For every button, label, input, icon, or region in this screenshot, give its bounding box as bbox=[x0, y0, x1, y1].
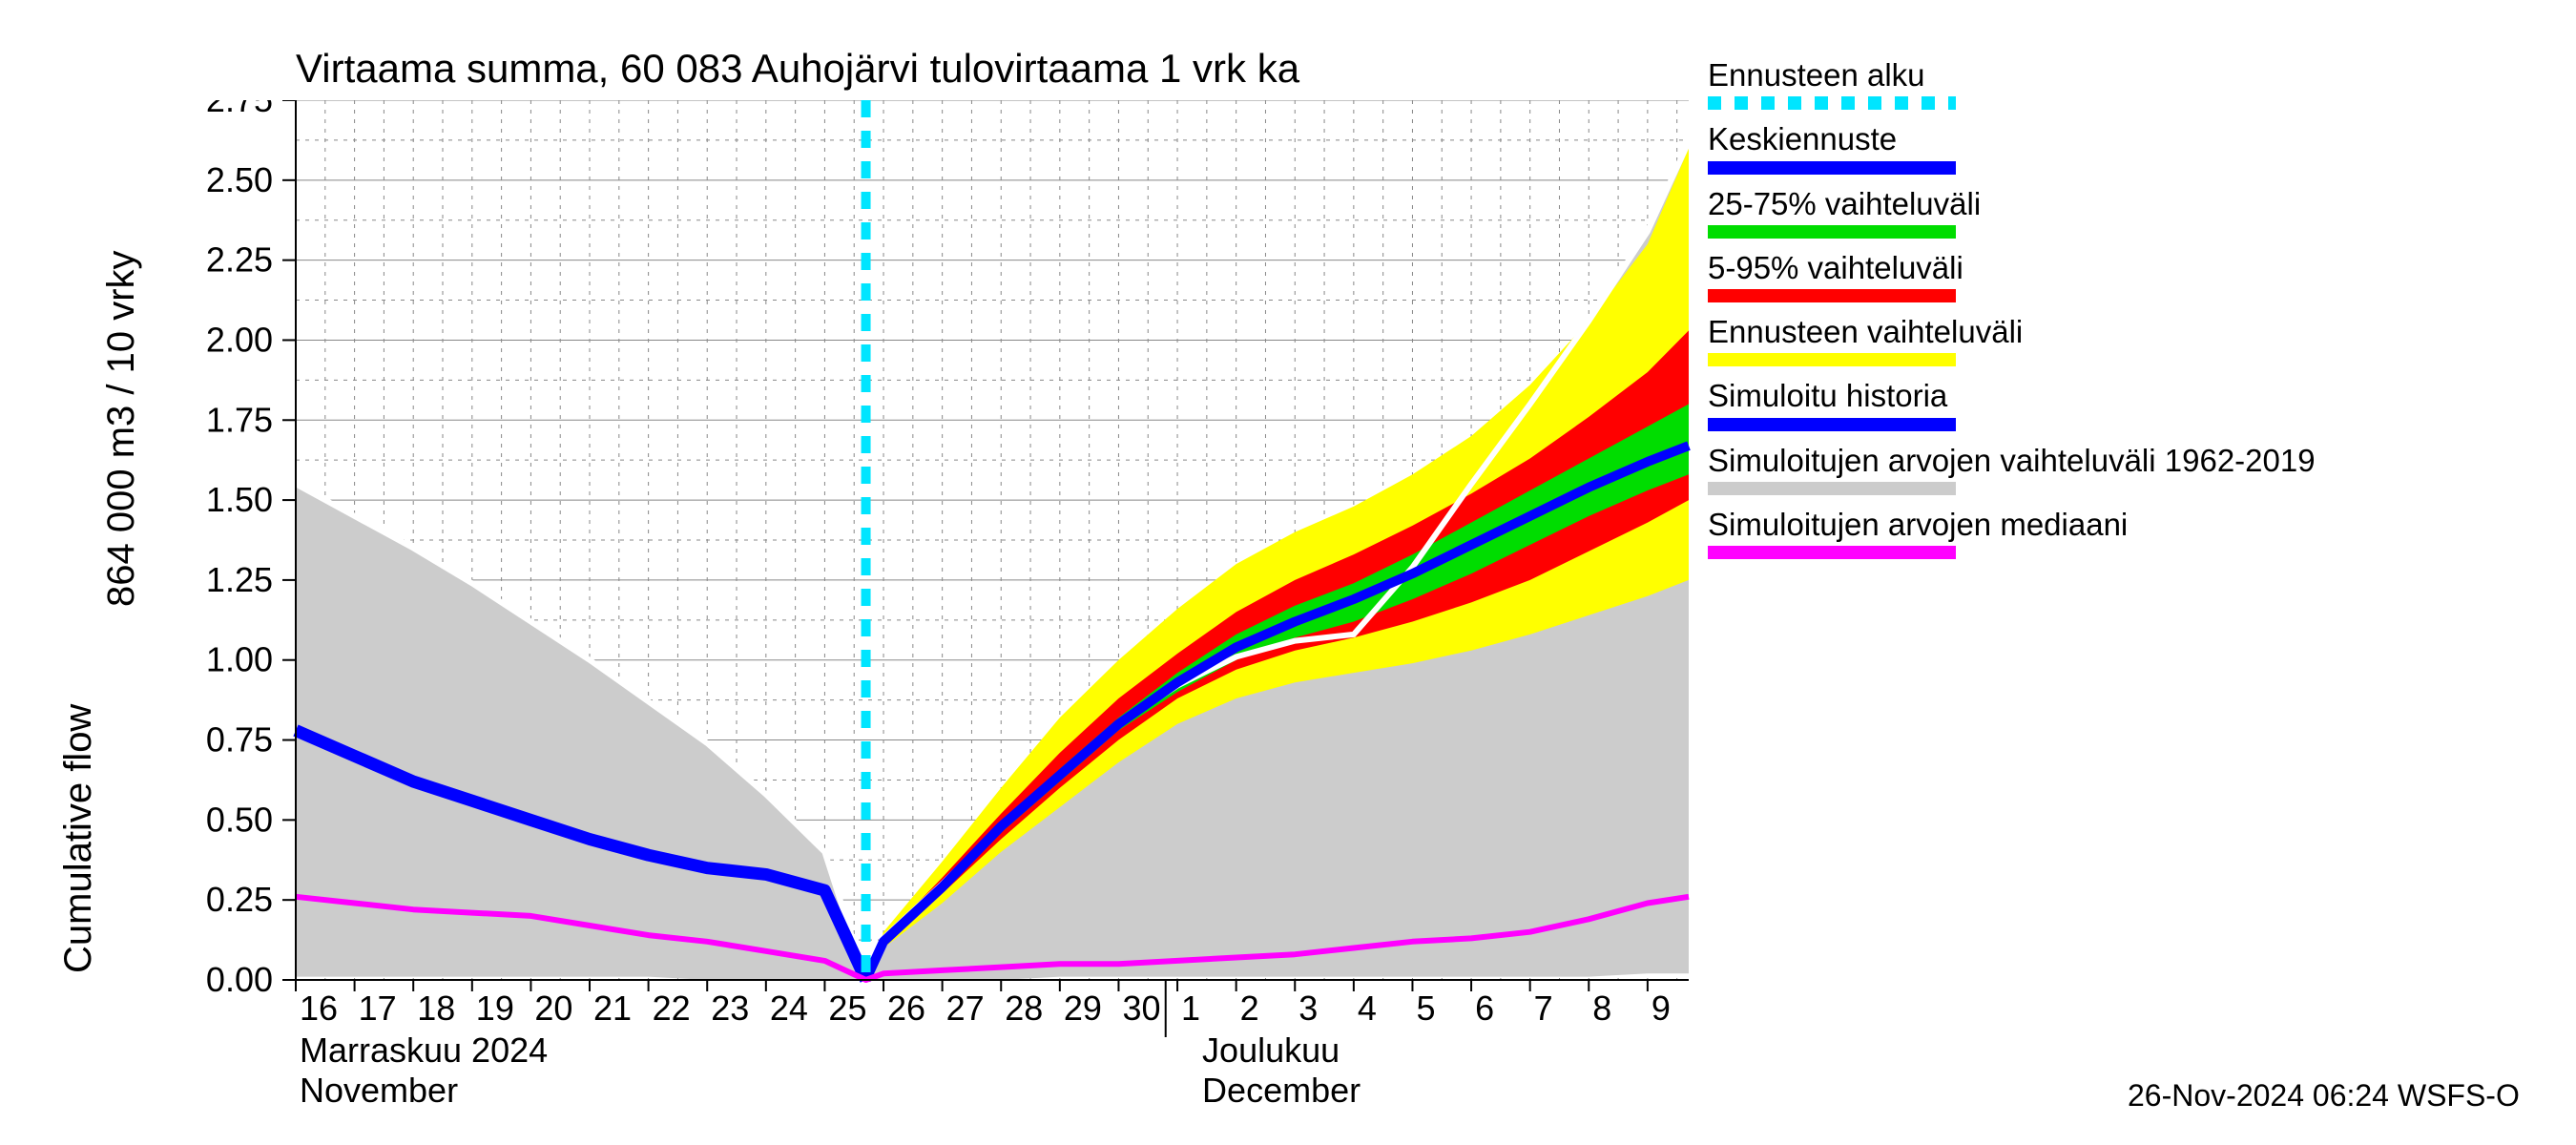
legend-item: Ennusteen alku bbox=[1708, 55, 2566, 110]
legend-label: Simuloitujen arvojen vaihteluväli 1962-2… bbox=[1708, 441, 2566, 480]
legend-swatch bbox=[1708, 546, 1956, 559]
x-tick-label: 20 bbox=[534, 989, 572, 1028]
x-tick-label: 24 bbox=[770, 989, 808, 1028]
y-tick-label: 2.25 bbox=[206, 240, 273, 280]
x-tick-label: 2 bbox=[1240, 989, 1259, 1028]
y-tick-label: 2.75 bbox=[206, 100, 273, 119]
month-label-fi-2: Joulukuu bbox=[1202, 1030, 1340, 1070]
y-tick-label: 2.00 bbox=[206, 320, 273, 359]
x-tick-label: 16 bbox=[300, 989, 338, 1028]
legend-label: Simuloitu historia bbox=[1708, 376, 2566, 415]
month-label-en-1: November bbox=[300, 1071, 458, 1110]
x-tick-label: 23 bbox=[711, 989, 749, 1028]
legend-item: Ennusteen vaihteluväli bbox=[1708, 312, 2566, 366]
legend-swatch bbox=[1708, 418, 1956, 431]
legend-swatch bbox=[1708, 289, 1956, 302]
x-tick-label: 26 bbox=[887, 989, 925, 1028]
legend-swatch bbox=[1708, 225, 1956, 239]
page-root: Virtaama summa, 60 083 Auhojärvi tulovir… bbox=[0, 0, 2576, 1145]
legend-item: Simuloitujen arvojen mediaani bbox=[1708, 505, 2566, 559]
legend-swatch bbox=[1708, 96, 1956, 110]
legend-label: Ennusteen alku bbox=[1708, 55, 2566, 94]
y-tick-label: 0.00 bbox=[206, 960, 273, 999]
y-tick-label: 2.50 bbox=[206, 160, 273, 199]
x-tick-label: 1 bbox=[1181, 989, 1200, 1028]
chart-title: Virtaama summa, 60 083 Auhojärvi tulovir… bbox=[296, 46, 1299, 92]
y-tick-label: 0.75 bbox=[206, 720, 273, 760]
legend-item: 5-95% vaihteluväli bbox=[1708, 248, 2566, 302]
legend-label: Ennusteen vaihteluväli bbox=[1708, 312, 2566, 351]
legend: Ennusteen alku Keskiennuste 25-75% vaihtel… bbox=[1708, 55, 2566, 569]
x-tick-label: 22 bbox=[653, 989, 691, 1028]
x-tick-label: 30 bbox=[1122, 989, 1160, 1028]
legend-swatch bbox=[1708, 161, 1956, 175]
legend-label: Simuloitujen arvojen mediaani bbox=[1708, 505, 2566, 544]
x-tick-label: 18 bbox=[417, 989, 455, 1028]
x-tick-label: 7 bbox=[1534, 989, 1553, 1028]
legend-swatch bbox=[1708, 353, 1956, 366]
legend-item: Simuloitujen arvojen vaihteluväli 1962-2… bbox=[1708, 441, 2566, 495]
x-tick-label: 25 bbox=[828, 989, 866, 1028]
y-axis-label-1: Cumulative flow bbox=[57, 704, 100, 973]
legend-swatch bbox=[1708, 482, 1956, 495]
x-tick-label: 27 bbox=[946, 989, 985, 1028]
y-tick-label: 1.25 bbox=[206, 560, 273, 599]
y-tick-label: 1.75 bbox=[206, 400, 273, 439]
x-tick-label: 4 bbox=[1358, 989, 1377, 1028]
y-tick-label: 1.50 bbox=[206, 480, 273, 519]
x-tick-label: 21 bbox=[593, 989, 632, 1028]
legend-label: 5-95% vaihteluväli bbox=[1708, 248, 2566, 287]
chart-plot: 0.00 0.25 0.50 0.75 1.00 1.25 1.50 1.75 2.00 2.25… bbox=[124, 100, 1727, 1131]
x-tick-label: 9 bbox=[1652, 989, 1671, 1028]
legend-label: 25-75% vaihteluväli bbox=[1708, 184, 2566, 223]
y-tick-label: 0.25 bbox=[206, 880, 273, 919]
legend-item: 25-75% vaihteluväli bbox=[1708, 184, 2566, 239]
legend-item: Simuloitu historia bbox=[1708, 376, 2566, 430]
x-tick-label: 19 bbox=[476, 989, 514, 1028]
legend-item: Keskiennuste bbox=[1708, 119, 2566, 174]
timestamp-text: 26-Nov-2024 06:24 WSFS-O bbox=[2128, 1078, 2520, 1114]
legend-label: Keskiennuste bbox=[1708, 119, 2566, 158]
x-tick-label: 29 bbox=[1064, 989, 1102, 1028]
x-tick-label: 3 bbox=[1298, 989, 1318, 1028]
x-tick-label: 17 bbox=[359, 989, 397, 1028]
y-tick-label: 1.00 bbox=[206, 640, 273, 679]
x-tick-label: 6 bbox=[1475, 989, 1494, 1028]
x-tick-label: 8 bbox=[1592, 989, 1611, 1028]
month-label-fi-1: Marraskuu 2024 bbox=[300, 1030, 548, 1070]
y-tick-label: 0.50 bbox=[206, 800, 273, 839]
x-tick-label: 5 bbox=[1416, 989, 1435, 1028]
x-tick-label: 28 bbox=[1005, 989, 1043, 1028]
month-label-en-2: December bbox=[1202, 1071, 1361, 1110]
